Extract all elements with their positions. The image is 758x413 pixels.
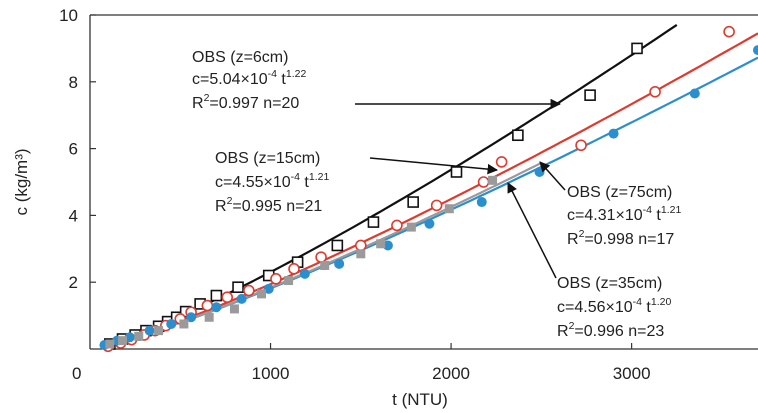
data-point-z15: [430, 199, 443, 212]
data-point-z15: [201, 299, 214, 312]
annotation-title: OBS (z=6cm): [192, 49, 288, 66]
markers: [99, 25, 758, 353]
arrow-z35: [507, 182, 557, 279]
annotation-r2: R2=0.998 n=17: [567, 228, 674, 248]
annotation-z6: OBS (z=6cm) c=5.04×10-4 t1.22 R2=0.997 n…: [192, 49, 306, 112]
data-point-z35: [263, 283, 274, 294]
data-point-z35: [753, 45, 758, 56]
data-point-z15: [221, 291, 234, 304]
x-tick-label: 1000: [252, 364, 290, 383]
data-point-z35: [186, 312, 197, 323]
x-tick-label: 3000: [613, 364, 651, 383]
data-point-z15: [355, 239, 367, 252]
y-tick-label: 6: [69, 140, 78, 159]
annotation-equation: c=4.31×10-4 t1.21: [567, 204, 681, 224]
data-point-z15: [288, 263, 300, 275]
annotation-z35: OBS (z=35cm) c=4.56×10-4 t1.20 R2=0.996 …: [557, 275, 671, 340]
data-point-z75: [117, 336, 127, 346]
data-point-z15: [495, 156, 508, 168]
data-point-z15: [315, 251, 327, 263]
annotation-z15: OBS (z=15cm) c=4.55×10-4 t1.21 R2=0.995 …: [215, 150, 329, 215]
data-point-z35: [144, 325, 155, 336]
ticks: 1000 2000 3000 2 4 6 8 10: [59, 6, 650, 383]
data-point-z75: [488, 175, 498, 185]
annotation-equation: c=5.04×10-4 t1.22: [192, 68, 306, 88]
data-point-z75: [179, 319, 189, 329]
data-point-z35: [299, 268, 310, 279]
plot-area: [89, 14, 758, 350]
data-point-z75: [257, 289, 267, 299]
data-point-z35: [476, 197, 487, 208]
data-point-z6: [512, 129, 524, 142]
data-point-z75: [204, 312, 214, 322]
data-point-z6: [331, 239, 344, 252]
data-point-z6: [631, 42, 643, 55]
data-point-z75: [229, 304, 239, 314]
x-tick-label: 2000: [432, 364, 470, 383]
data-point-z75: [320, 261, 330, 270]
y-axis-title: c (kg/m³): [12, 148, 31, 215]
data-point-z6: [210, 289, 223, 302]
y-tick-label: 2: [69, 273, 78, 292]
annotation-z75: OBS (z=75cm) c=4.31×10-4 t1.21 R2=0.998 …: [567, 184, 681, 248]
data-point-z15: [270, 273, 282, 285]
data-point-z35: [534, 166, 545, 177]
annotation-title: OBS (z=75cm): [567, 184, 672, 201]
data-point-z35: [689, 88, 700, 99]
data-point-z15: [575, 139, 587, 152]
arrow-z75: [539, 161, 566, 191]
annotation-r2: R2=0.996 n=23: [557, 320, 664, 340]
data-point-z15: [391, 219, 403, 232]
data-point-z35: [124, 332, 135, 343]
data-point-z35: [424, 218, 435, 229]
data-point-z75: [356, 249, 366, 259]
annotation-title: OBS (z=15cm): [215, 150, 320, 167]
data-point-z6: [407, 196, 419, 208]
data-point-z35: [334, 258, 345, 269]
data-point-z35: [236, 293, 247, 304]
annotation-r2: R2=0.995 n=21: [215, 195, 322, 215]
annotation-arrows: [355, 98, 566, 279]
data-point-z35: [211, 302, 222, 313]
y-tick-label: 8: [69, 73, 78, 92]
arrow-z15: [369, 157, 499, 175]
data-point-z15: [477, 176, 490, 188]
data-point-z35: [166, 318, 177, 329]
data-point-z75: [376, 239, 386, 249]
data-point-z6: [584, 89, 596, 101]
y-tick-label: 10: [59, 6, 78, 25]
annotation-r2: R2=0.997 n=20: [192, 92, 299, 112]
data-point-z75: [105, 339, 115, 349]
data-point-z35: [608, 128, 619, 139]
data-point-z15: [649, 86, 661, 98]
data-point-z75: [406, 222, 416, 232]
data-point-z35: [382, 240, 393, 251]
data-point-z75: [154, 326, 164, 336]
data-point-z15: [243, 284, 255, 297]
y-tick-label: 4: [69, 206, 78, 225]
annotation-equation: c=4.55×10-4 t1.21: [215, 171, 329, 191]
annotation-equation: c=4.56×10-4 t1.20: [557, 296, 671, 316]
data-point-z75: [134, 331, 144, 341]
data-point-z75: [444, 204, 454, 214]
data-point-z6: [367, 216, 380, 228]
data-point-z75: [284, 276, 294, 286]
origin-label: 0: [72, 364, 81, 383]
data-point-z6: [450, 166, 463, 178]
data-point-z6: [232, 281, 244, 294]
annotation-title: OBS (z=35cm): [557, 275, 662, 292]
data-point-z15: [723, 25, 735, 38]
x-axis-title: t (NTU): [392, 390, 448, 409]
